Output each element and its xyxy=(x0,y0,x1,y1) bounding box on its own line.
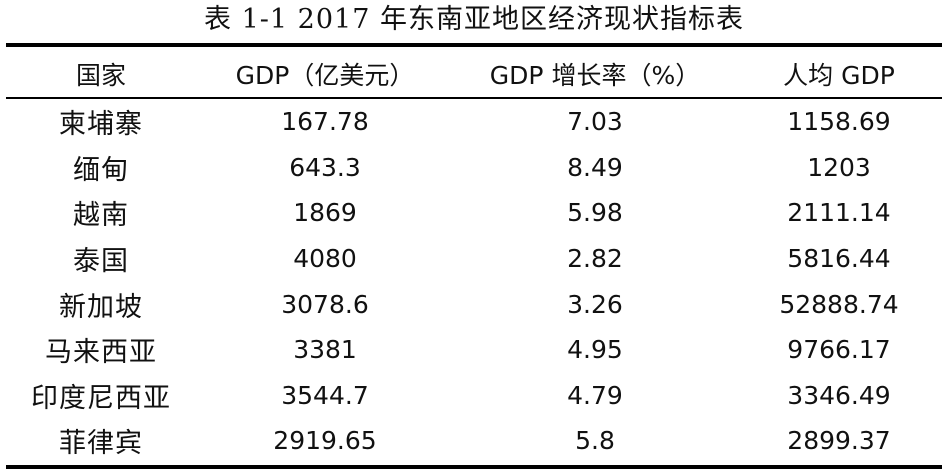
gdp-growth-cell: 5.8 xyxy=(575,426,615,456)
gdp-per-capita-cell: 3346.49 xyxy=(787,380,891,410)
table-row: 柬埔寨 167.78 7.03 1158.69 xyxy=(6,99,942,145)
table-row: 越南 1869 5.98 2111.14 xyxy=(6,190,942,236)
column-header-gdp-growth: GDP 增长率（%） xyxy=(489,60,701,90)
gdp-cell: 4080 xyxy=(293,244,357,274)
column-header-country: 国家 xyxy=(75,60,126,90)
table-row: 新加坡 3078.6 3.26 52888.74 xyxy=(6,281,942,327)
gdp-growth-cell: 8.49 xyxy=(567,152,623,182)
country-cell: 新加坡 xyxy=(59,291,143,323)
gdp-per-capita-cell: 1158.69 xyxy=(787,107,891,137)
gdp-growth-cell: 4.95 xyxy=(567,335,623,365)
gdp-growth-cell: 5.98 xyxy=(567,198,623,228)
country-cell: 泰国 xyxy=(73,246,129,278)
country-cell: 柬埔寨 xyxy=(59,109,143,141)
bottom-rule xyxy=(6,465,942,469)
economic-indicators-table: 国家 GDP（亿美元） GDP 增长率（%） 人均 GDP 柬埔寨 167.78… xyxy=(6,50,942,464)
country-cell: 马来西亚 xyxy=(45,337,157,369)
top-rule xyxy=(6,43,942,47)
gdp-cell: 643.3 xyxy=(289,152,361,182)
gdp-growth-cell: 2.82 xyxy=(567,244,623,274)
gdp-cell: 3078.6 xyxy=(281,289,369,319)
gdp-per-capita-cell: 2111.14 xyxy=(787,198,891,228)
gdp-cell: 2919.65 xyxy=(273,426,377,456)
gdp-growth-cell: 3.26 xyxy=(567,289,623,319)
gdp-cell: 167.78 xyxy=(281,107,369,137)
gdp-growth-cell: 4.79 xyxy=(567,380,623,410)
gdp-per-capita-cell: 5816.44 xyxy=(787,244,891,274)
table-row: 马来西亚 3381 4.95 9766.17 xyxy=(6,327,942,373)
table-title: 表 1-1 2017 年东南亚地区经济现状指标表 xyxy=(204,4,744,35)
table-row: 缅甸 643.3 8.49 1203 xyxy=(6,145,942,191)
table-row: 泰国 4080 2.82 5816.44 xyxy=(6,236,942,282)
table-row: 菲律宾 2919.65 5.8 2899.37 xyxy=(6,418,942,464)
country-cell: 缅甸 xyxy=(73,154,129,186)
column-header-gdp: GDP（亿美元） xyxy=(235,60,415,90)
table-row: 印度尼西亚 3544.7 4.79 3346.49 xyxy=(6,373,942,419)
gdp-growth-cell: 7.03 xyxy=(567,107,623,137)
gdp-per-capita-cell: 52888.74 xyxy=(779,289,899,319)
country-cell: 越南 xyxy=(73,200,129,232)
column-header-gdp-per-capita: 人均 GDP xyxy=(783,60,895,90)
gdp-per-capita-cell: 1203 xyxy=(807,152,871,182)
gdp-cell: 1869 xyxy=(293,198,357,228)
header-rule xyxy=(6,97,942,99)
header-row: 国家 GDP（亿美元） GDP 增长率（%） 人均 GDP xyxy=(6,50,942,97)
gdp-per-capita-cell: 2899.37 xyxy=(787,426,891,456)
country-cell: 菲律宾 xyxy=(59,428,143,460)
gdp-cell: 3544.7 xyxy=(281,380,369,410)
country-cell: 印度尼西亚 xyxy=(31,382,171,414)
gdp-cell: 3381 xyxy=(293,335,357,365)
gdp-per-capita-cell: 9766.17 xyxy=(787,335,891,365)
